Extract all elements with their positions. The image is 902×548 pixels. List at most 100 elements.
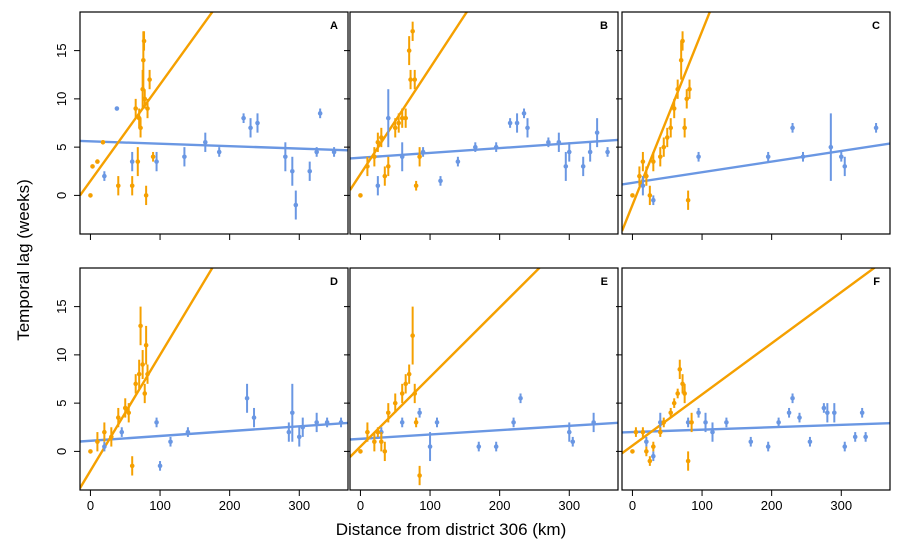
orange-point-0 [630,449,635,454]
orange-point-7 [392,400,398,406]
blue-point-1 [385,115,391,121]
panel-label: E [601,276,608,288]
orange-point-5 [122,405,128,411]
blue-point-14 [338,420,344,425]
orange-point-1 [90,164,95,169]
orange-point-14 [685,458,691,464]
orange-point-6 [385,164,391,169]
blue-point-9 [514,120,520,126]
orange-point-11 [677,367,683,372]
blue-point-0 [375,183,381,189]
orange-point-12 [678,57,684,63]
orange-point-14 [682,125,687,131]
panel-label: C [872,20,880,32]
blue-point-16 [825,410,830,416]
y-tick-label: 0 [54,192,69,199]
x-tick-label: 0 [357,498,364,513]
x-axis-label: Distance from district 306 (km) [335,520,567,539]
y-tick-label: 5 [54,400,69,407]
orange-point-10 [138,323,143,329]
blue-point-15 [821,405,827,411]
orange-point-8 [668,410,674,416]
blue-point-9 [873,125,879,131]
orange-point-8 [664,135,670,140]
orange-regression-line [350,12,469,191]
orange-point-5 [129,183,135,189]
orange-point-6 [126,410,132,416]
y-tick-label: 10 [54,92,69,106]
blue-point-4 [438,178,443,184]
blue-point-6 [710,429,715,435]
panel-frame [349,11,619,235]
orange-point-8 [399,391,405,396]
blue-point-0 [102,173,107,179]
blue-point-5 [202,140,208,145]
blue-point-10 [570,439,576,445]
blue-point-5 [476,444,482,449]
orange-point-9 [671,400,677,406]
blue-point-3 [154,159,159,164]
orange-point-17 [136,115,142,121]
blue-point-20 [859,410,865,416]
orange-point-15 [684,96,690,102]
orange-point-4 [379,135,384,140]
panel-frame [349,267,619,491]
orange-point-7 [661,144,667,150]
blue-point-1 [114,106,120,111]
x-tick-label: 0 [87,498,94,513]
blue-point-13 [307,168,313,174]
panel-frame [79,11,349,235]
orange-point-11 [675,86,680,92]
panel-d: D 0 5 10 15 0 100 200 300 [54,267,349,513]
orange-point-3 [644,173,649,179]
orange-point-0 [88,193,93,198]
blue-point-7 [511,420,516,425]
blue-point-0 [102,444,107,449]
blue-point-4 [790,125,795,131]
orange-point-3 [100,140,106,145]
blue-point-10 [776,420,781,425]
orange-point-10 [671,106,677,111]
blue-point-10 [521,111,527,116]
blue-point-1 [399,420,405,425]
panel-frame [79,267,349,491]
orange-point-2 [372,154,377,160]
blue-point-9 [290,410,295,416]
orange-point-0 [358,193,363,198]
blue-point-14 [314,149,319,155]
orange-point-13 [145,106,150,111]
orange-regression-line [80,268,214,489]
blue-point-4 [168,439,173,445]
orange-point-2 [640,429,646,435]
blue-point-13 [797,415,802,420]
blue-point-7 [251,415,257,420]
orange-point-16 [685,197,691,203]
blue-point-17 [832,410,837,416]
blue-point-12 [546,140,551,145]
orange-point-6 [135,159,141,164]
blue-point-3 [765,154,771,160]
y-tick-label: 15 [54,299,69,313]
blue-point-2 [696,154,701,160]
orange-point-6 [657,429,663,435]
orange-point-7 [129,463,135,469]
blue-point-13 [556,140,562,145]
orange-regression-line [622,268,877,455]
blue-point-18 [594,130,600,135]
orange-point-1 [95,439,100,445]
blue-point-1 [119,429,125,435]
orange-point-6 [385,410,391,416]
orange-point-2 [102,429,107,435]
orange-point-14 [417,473,422,478]
blue-regression-line [80,139,348,152]
blue-point-9 [255,120,260,126]
orange-point-12 [412,391,418,396]
blue-point-11 [290,168,295,174]
orange-point-17 [687,86,692,92]
blue-point-7 [724,420,729,425]
orange-point-9 [399,115,405,121]
orange-point-2 [372,439,377,445]
orange-point-11 [406,48,412,53]
blue-point-2 [399,154,405,160]
orange-point-4 [647,458,653,464]
